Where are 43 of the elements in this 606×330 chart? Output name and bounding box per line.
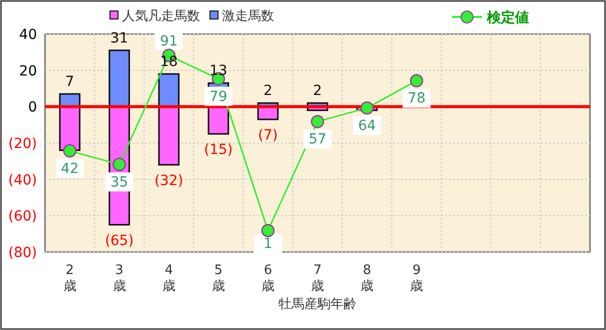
y-tick-label: 20 — [19, 63, 37, 80]
y-tick-label: (40) — [8, 172, 37, 188]
data-label: 91 — [160, 33, 178, 50]
bar — [108, 50, 130, 108]
legend-label: 激走馬数 — [222, 9, 274, 24]
data-label: 31 — [110, 30, 128, 46]
point — [261, 224, 275, 238]
x-tick-label: 3歳 — [112, 263, 126, 294]
x-tick-label: 7 歳 — [311, 263, 324, 294]
x-tick-label: 4歳 — [162, 263, 176, 294]
bar — [158, 73, 180, 108]
data-label: (32) — [154, 172, 184, 189]
point — [410, 74, 424, 88]
y-tick-label: (20) — [8, 136, 37, 152]
data-label: 7 — [65, 74, 74, 90]
point — [112, 158, 126, 172]
y-tick-label: (60) — [8, 208, 37, 225]
data-label: (65) — [104, 232, 134, 249]
data-label: 64 — [358, 118, 376, 134]
data-label: 78 — [408, 90, 426, 107]
y-tick-label: (80) — [8, 245, 37, 261]
data-label: 35 — [110, 174, 128, 190]
legend-label: 人気凡走馬数 — [122, 9, 200, 24]
y-tick-label: 40 — [19, 27, 37, 43]
data-label: 2 — [313, 83, 322, 100]
x-axis-title: 牡馬産駒年齢 — [278, 296, 356, 312]
data-label: 42 — [60, 160, 79, 177]
x-tick-label: 2歳 — [63, 263, 76, 294]
point — [63, 144, 76, 158]
x-tick-label: 9歳 — [410, 263, 424, 294]
data-label: 57 — [308, 132, 326, 148]
y-tick-label: 0 — [28, 100, 37, 116]
x-tick-label: 8歳 — [360, 263, 374, 294]
data-label: 79 — [209, 88, 228, 105]
x-tick-label: 5歳 — [212, 263, 225, 294]
data-label: (7) — [258, 127, 278, 144]
point — [360, 101, 374, 115]
data-label: (15) — [204, 142, 233, 158]
data-label: 1 — [263, 236, 272, 252]
x-tick-label: 6歳 — [261, 263, 274, 294]
data-label: 2 — [263, 83, 272, 100]
point — [310, 114, 324, 128]
legend-label: 検定値 — [486, 9, 529, 26]
